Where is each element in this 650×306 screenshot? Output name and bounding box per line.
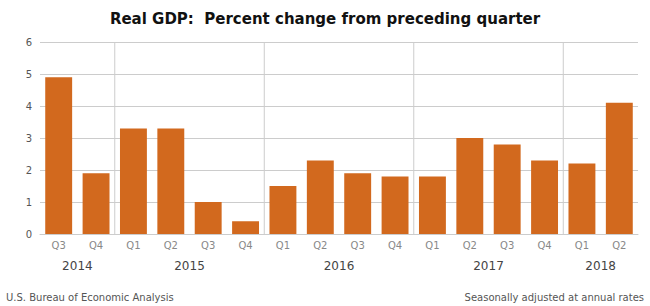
svg-text:Q2: Q2 [313,240,327,251]
svg-text:0: 0 [26,229,32,240]
svg-text:5: 5 [26,69,32,80]
svg-text:2014: 2014 [62,259,93,273]
svg-text:2015: 2015 [174,259,205,273]
svg-text:Q2: Q2 [612,240,626,251]
svg-text:2017: 2017 [473,259,504,273]
svg-text:Q4: Q4 [537,240,551,251]
svg-text:Q2: Q2 [463,240,477,251]
svg-text:2016: 2016 [324,259,355,273]
svg-text:1: 1 [26,197,32,208]
svg-text:Q4: Q4 [89,240,103,251]
svg-text:Q2: Q2 [164,240,178,251]
svg-text:Q4: Q4 [238,240,252,251]
svg-text:2018: 2018 [585,259,616,273]
svg-text:2: 2 [26,165,32,176]
svg-text:Q3: Q3 [500,240,514,251]
svg-text:3: 3 [26,133,32,144]
svg-text:Q3: Q3 [52,240,66,251]
svg-text:Real GDP: Percent change from: Real GDP: Percent change from preceding … [110,10,541,28]
svg-text:Q1: Q1 [126,240,140,251]
svg-text:4: 4 [26,101,32,112]
svg-text:Q3: Q3 [351,240,365,251]
svg-text:Q1: Q1 [575,240,589,251]
svg-text:Q1: Q1 [276,240,290,251]
svg-text:Q1: Q1 [425,240,439,251]
svg-text:U.S. Bureau of Economic Analys: U.S. Bureau of Economic Analysis [6,292,174,303]
svg-text:Q3: Q3 [201,240,215,251]
svg-text:Seasonally adjusted at annual: Seasonally adjusted at annual rates [465,292,644,303]
svg-text:6: 6 [26,37,32,48]
svg-text:Q4: Q4 [388,240,402,251]
